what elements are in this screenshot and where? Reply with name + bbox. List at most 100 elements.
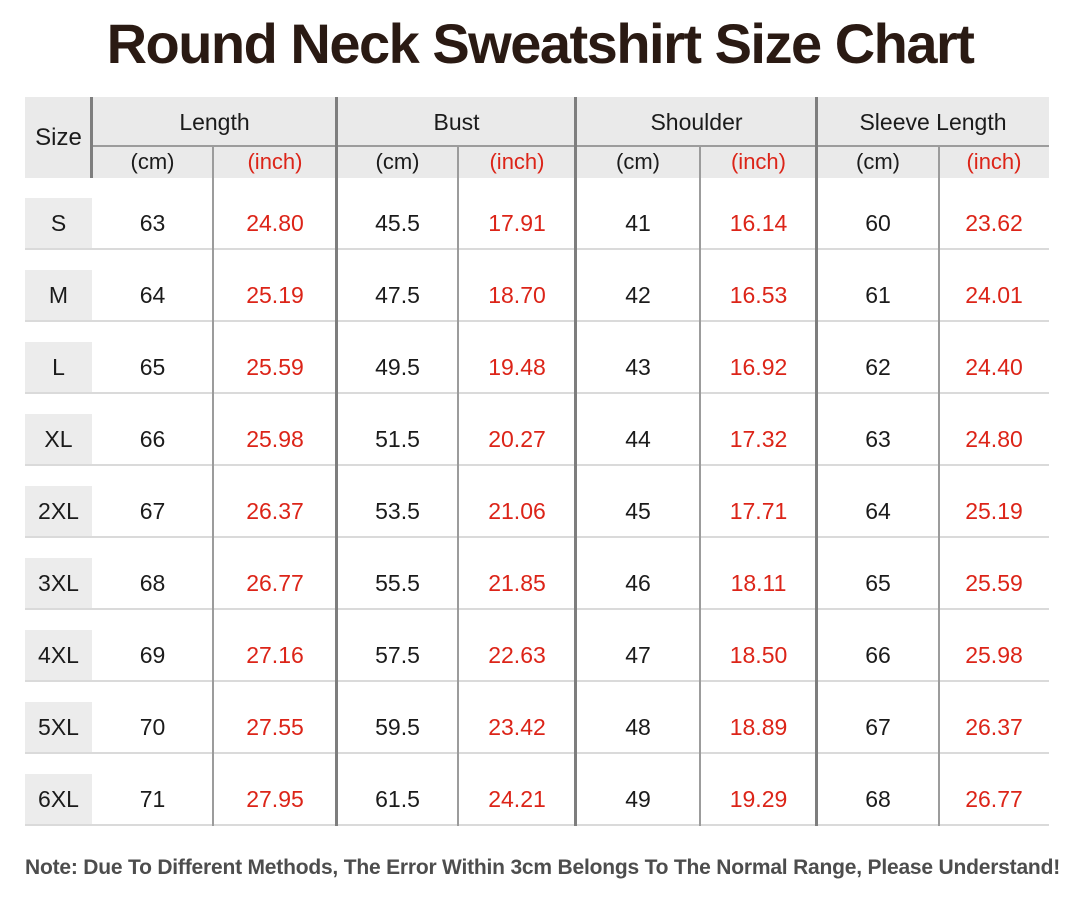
table-cell: 45.5 xyxy=(375,209,420,236)
unit-header-inch: (inch) xyxy=(730,148,786,174)
page-title: Round Neck Sweatshirt Size Chart xyxy=(106,12,975,75)
table-row: 6XL 71 27.95 61.5 24.21 49 19.29 68 26.7… xyxy=(25,754,1049,826)
table-cell: 65 xyxy=(139,353,166,380)
table-cell: 44 xyxy=(625,425,651,452)
table-cell: 21.85 xyxy=(488,569,546,596)
size-label: XL xyxy=(25,414,92,464)
table-cell: 43 xyxy=(625,353,651,380)
group-header-sleeve-length: Sleeve Length xyxy=(859,108,1007,135)
table-cell: 63 xyxy=(865,425,891,452)
table-cell: 19.48 xyxy=(488,353,546,380)
unit-header-cm: (cm) xyxy=(856,148,900,174)
table-row: XL 66 25.98 51.5 20.27 44 17.32 63 24.80 xyxy=(25,394,1049,466)
group-header-length: Length xyxy=(179,108,250,135)
size-label: 2XL xyxy=(25,486,92,536)
subcolumn-divider xyxy=(457,147,459,826)
table-cell: 61.5 xyxy=(375,785,420,812)
table-cell: 26.77 xyxy=(246,569,304,596)
unit-header-inch: (inch) xyxy=(247,148,303,174)
table-cell: 25.59 xyxy=(246,353,304,380)
table-cell: 23.62 xyxy=(965,209,1023,236)
table-cell: 17.91 xyxy=(488,209,546,236)
group-header-shoulder: Shoulder xyxy=(650,108,743,135)
unit-header-inch: (inch) xyxy=(489,148,545,174)
table-cell: 25.98 xyxy=(965,641,1023,668)
header-divider-line xyxy=(92,145,1049,147)
table-cell: 27.55 xyxy=(246,713,304,740)
table-cell: 18.11 xyxy=(730,569,787,596)
table-row: 2XL 67 26.37 53.5 21.06 45 17.71 64 25.1… xyxy=(25,466,1049,538)
table-cell: 61 xyxy=(865,281,891,308)
group-header-bust: Bust xyxy=(433,108,480,135)
table-cell: 49 xyxy=(625,785,651,812)
table-cell: 26.37 xyxy=(246,497,304,524)
table-cell: 16.92 xyxy=(729,353,788,380)
table-cell: 71 xyxy=(139,785,166,812)
table-cell: 69 xyxy=(139,641,166,668)
table-cell: 27.16 xyxy=(246,641,304,668)
table-cell: 48 xyxy=(625,713,651,740)
column-divider xyxy=(574,97,577,826)
table-cell: 17.71 xyxy=(729,497,788,524)
column-divider xyxy=(90,97,93,178)
table-cell: 63 xyxy=(139,209,166,236)
table-row: 5XL 70 27.55 59.5 23.42 48 18.89 67 26.3… xyxy=(25,682,1049,754)
table-cell: 21.06 xyxy=(488,497,546,524)
table-cell: 27.95 xyxy=(246,785,304,812)
table-cell: 24.21 xyxy=(488,785,546,812)
size-label: S xyxy=(25,198,92,248)
table-cell: 66 xyxy=(139,425,166,452)
column-divider xyxy=(335,97,338,826)
size-label: 4XL xyxy=(25,630,92,680)
table-cell: 20.27 xyxy=(488,425,546,452)
table-cell: 26.37 xyxy=(965,713,1023,740)
table-body: S 63 24.80 45.5 17.91 41 16.14 60 23.62 … xyxy=(25,178,1049,826)
subcolumn-divider xyxy=(938,147,940,826)
note-text: Note: Due To Different Methods, The Erro… xyxy=(25,856,1060,879)
table-cell: 41 xyxy=(625,209,651,236)
table-cell: 16.53 xyxy=(729,281,788,308)
table-cell: 25.19 xyxy=(965,497,1023,524)
table-cell: 24.01 xyxy=(965,281,1023,308)
table-row: S 63 24.80 45.5 17.91 41 16.14 60 23.62 xyxy=(25,178,1049,250)
subcolumn-divider xyxy=(699,147,701,826)
size-column-header: Size xyxy=(35,123,82,151)
table-cell: 24.80 xyxy=(246,209,304,236)
table-row: 3XL 68 26.77 55.5 21.85 46 18.11 65 25.5… xyxy=(25,538,1049,610)
table-cell: 68 xyxy=(139,569,166,596)
unit-header-inch: (inch) xyxy=(966,148,1022,174)
table-cell: 18.70 xyxy=(488,281,546,308)
size-label: L xyxy=(25,342,92,392)
size-label: 5XL xyxy=(25,702,92,752)
table-cell: 67 xyxy=(865,713,891,740)
table-cell: 25.59 xyxy=(965,569,1023,596)
table-cell: 67 xyxy=(139,497,166,524)
table-cell: 60 xyxy=(865,209,891,236)
table-cell: 26.77 xyxy=(965,785,1023,812)
table-cell: 53.5 xyxy=(375,497,420,524)
table-cell: 25.98 xyxy=(246,425,304,452)
table-cell: 47.5 xyxy=(375,281,420,308)
size-label: 3XL xyxy=(25,558,92,608)
table-cell: 68 xyxy=(865,785,891,812)
table-cell: 65 xyxy=(865,569,891,596)
table-cell: 49.5 xyxy=(375,353,420,380)
table-cell: 64 xyxy=(139,281,166,308)
subcolumn-divider xyxy=(212,147,214,826)
table-cell: 25.19 xyxy=(246,281,304,308)
table-cell: 23.42 xyxy=(488,713,546,740)
table-cell: 70 xyxy=(139,713,166,740)
table-cell: 24.40 xyxy=(965,353,1023,380)
size-chart-table: Size Length Bust Shoulder Sleeve Length … xyxy=(25,97,1049,826)
table-row: 4XL 69 27.16 57.5 22.63 47 18.50 66 25.9… xyxy=(25,610,1049,682)
table-cell: 24.80 xyxy=(965,425,1023,452)
size-label: M xyxy=(25,270,92,320)
table-cell: 42 xyxy=(625,281,651,308)
table-cell: 59.5 xyxy=(375,713,420,740)
unit-header-cm: (cm) xyxy=(616,148,660,174)
table-cell: 66 xyxy=(865,641,891,668)
table-header: Size Length Bust Shoulder Sleeve Length … xyxy=(25,97,1049,178)
table-cell: 45 xyxy=(625,497,651,524)
table-row: L 65 25.59 49.5 19.48 43 16.92 62 24.40 xyxy=(25,322,1049,394)
table-cell: 18.50 xyxy=(729,641,788,668)
